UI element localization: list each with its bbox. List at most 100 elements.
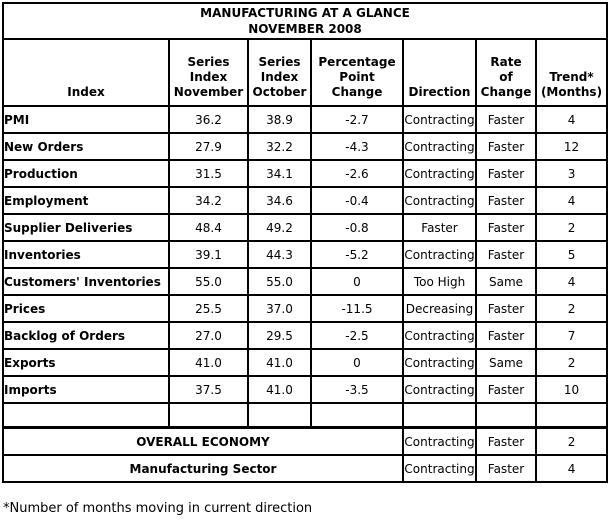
trend-cell: 2 xyxy=(534,426,609,456)
index-name-cell: New Orders xyxy=(2,132,170,161)
index-name-cell: Imports xyxy=(2,375,170,404)
col-header-series-november-line3: November xyxy=(173,85,244,99)
col-header-pct-line1: Percentage xyxy=(318,55,396,69)
empty-cell xyxy=(168,402,249,429)
series-october-cell: 34.1 xyxy=(247,159,312,188)
table-title-line1: MANUFACTURING AT A GLANCE xyxy=(200,6,410,20)
index-name-cell: Exports xyxy=(2,348,170,377)
series-october-cell: 32.2 xyxy=(247,132,312,161)
trend-cell: 4 xyxy=(534,186,609,215)
col-header-index-label: Index xyxy=(67,85,105,99)
table-row-imports: Imports 37.5 41.0 -3.5 Contracting Faste… xyxy=(2,375,609,404)
rate-of-change-cell: Faster xyxy=(475,240,537,269)
empty-cell xyxy=(534,402,609,429)
col-header-series-october: Series Index October xyxy=(247,38,312,107)
direction-cell: Contracting xyxy=(402,454,477,483)
trend-cell: 2 xyxy=(534,213,609,242)
summary-label-cell: Manufacturing Sector xyxy=(2,454,404,483)
table-title-line2: NOVEMBER 2008 xyxy=(248,22,362,36)
table-row-employment: Employment 34.2 34.6 -0.4 Contracting Fa… xyxy=(2,186,609,215)
direction-cell: Contracting xyxy=(402,105,477,134)
index-name-cell: Customers' Inventories xyxy=(2,267,170,296)
col-header-rate-line2: of xyxy=(499,70,513,84)
col-header-series-october-line2: Index xyxy=(260,70,299,84)
empty-cell xyxy=(2,402,170,429)
table-row-exports: Exports 41.0 41.0 0 Contracting Same 2 xyxy=(2,348,609,377)
percentage-change-cell: -0.4 xyxy=(310,186,404,215)
col-header-trend-months: Trend* (Months) xyxy=(534,38,609,107)
col-header-series-november-line1: Series xyxy=(187,55,230,69)
index-name-cell: Inventories xyxy=(2,240,170,269)
col-header-trend-line2: (Months) xyxy=(540,85,603,99)
rate-of-change-cell: Faster xyxy=(475,321,537,350)
direction-cell: Contracting xyxy=(402,240,477,269)
percentage-change-cell: -2.7 xyxy=(310,105,404,134)
series-november-cell: 34.2 xyxy=(168,186,249,215)
table-row-prices: Prices 25.5 37.0 -11.5 Decreasing Faster… xyxy=(2,294,609,323)
col-header-direction-label: Direction xyxy=(408,85,471,99)
trend-cell: 7 xyxy=(534,321,609,350)
percentage-change-cell: -2.5 xyxy=(310,321,404,350)
table-row-inventories: Inventories 39.1 44.3 -5.2 Contracting F… xyxy=(2,240,609,269)
rate-of-change-cell: Faster xyxy=(475,294,537,323)
col-header-series-november: Series Index November xyxy=(168,38,249,107)
col-header-direction: Direction xyxy=(402,38,477,107)
empty-cell xyxy=(310,402,404,429)
summary-row-overall-economy: OVERALL ECONOMY Contracting Faster 2 xyxy=(2,426,609,456)
series-november-cell: 27.9 xyxy=(168,132,249,161)
col-header-rate-of-change: Rate of Change xyxy=(475,38,537,107)
table-row-supplier-deliveries: Supplier Deliveries 48.4 49.2 -0.8 Faste… xyxy=(2,213,609,242)
series-november-cell: 25.5 xyxy=(168,294,249,323)
rate-of-change-cell: Faster xyxy=(475,132,537,161)
series-november-cell: 41.0 xyxy=(168,348,249,377)
direction-cell: Contracting xyxy=(402,348,477,377)
trend-cell: 10 xyxy=(534,375,609,404)
percentage-change-cell: -0.8 xyxy=(310,213,404,242)
table-title: MANUFACTURING AT A GLANCE NOVEMBER 2008 xyxy=(1,2,609,40)
trend-cell: 4 xyxy=(534,267,609,296)
direction-cell: Faster xyxy=(402,213,477,242)
index-name-cell: Backlog of Orders xyxy=(2,321,170,350)
percentage-change-cell: 0 xyxy=(310,267,404,296)
rate-of-change-cell: Faster xyxy=(475,105,537,134)
series-november-cell: 55.0 xyxy=(168,267,249,296)
percentage-change-cell: -5.2 xyxy=(310,240,404,269)
spacer-row xyxy=(2,402,609,429)
rate-of-change-cell: Same xyxy=(475,267,537,296)
summary-label-cell: OVERALL ECONOMY xyxy=(2,426,404,456)
col-header-index: Index xyxy=(2,38,170,107)
empty-cell xyxy=(247,402,312,429)
trend-cell: 3 xyxy=(534,159,609,188)
col-header-series-november-line2: Index xyxy=(189,70,228,84)
index-name-cell: PMI xyxy=(2,105,170,134)
trend-cell: 4 xyxy=(534,105,609,134)
rate-of-change-cell: Faster xyxy=(475,213,537,242)
summary-row-manufacturing-sector: Manufacturing Sector Contracting Faster … xyxy=(2,454,609,483)
table-row-backlog-of-orders: Backlog of Orders 27.0 29.5 -2.5 Contrac… xyxy=(2,321,609,350)
trend-cell: 12 xyxy=(534,132,609,161)
col-header-rate-line3: Change xyxy=(480,85,532,99)
rate-of-change-cell: Same xyxy=(475,348,537,377)
trend-cell: 5 xyxy=(534,240,609,269)
index-name-cell: Prices xyxy=(2,294,170,323)
direction-cell: Contracting xyxy=(402,426,477,456)
direction-cell: Contracting xyxy=(402,375,477,404)
series-october-cell: 34.6 xyxy=(247,186,312,215)
series-october-cell: 37.0 xyxy=(247,294,312,323)
col-header-pct-line2: Point xyxy=(339,70,375,84)
direction-cell: Contracting xyxy=(402,132,477,161)
empty-cell xyxy=(402,402,477,429)
series-october-cell: 55.0 xyxy=(247,267,312,296)
direction-cell: Too High xyxy=(402,267,477,296)
rate-of-change-cell: Faster xyxy=(475,454,537,483)
col-header-rate-line1: Rate xyxy=(490,55,522,69)
rate-of-change-cell: Faster xyxy=(475,159,537,188)
col-header-pct-line3: Change xyxy=(331,85,383,99)
rate-of-change-cell: Faster xyxy=(475,186,537,215)
footnote: *Number of months moving in current dire… xyxy=(3,501,313,516)
col-header-series-october-line3: October xyxy=(252,85,307,99)
table-row-customers-inventories: Customers' Inventories 55.0 55.0 0 Too H… xyxy=(2,267,609,296)
series-november-cell: 48.4 xyxy=(168,213,249,242)
col-header-trend-line1: Trend* xyxy=(549,70,594,84)
index-name-cell: Production xyxy=(2,159,170,188)
